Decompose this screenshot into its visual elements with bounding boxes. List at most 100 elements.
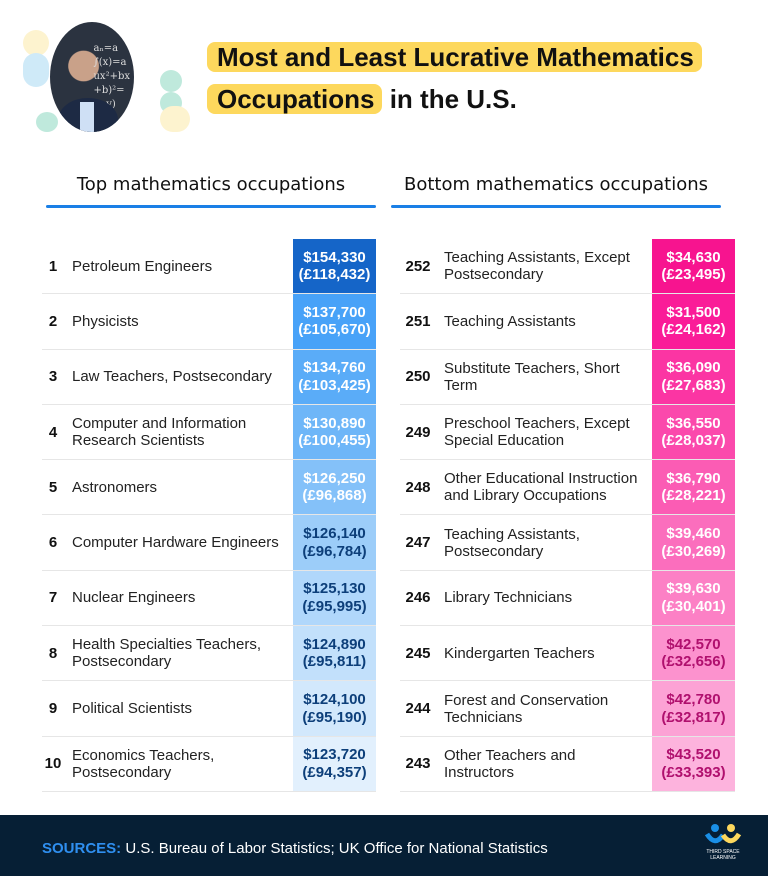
rank: 250 bbox=[405, 368, 431, 386]
salary-cell: $31,500 (£24,162) bbox=[652, 294, 735, 349]
rank: 3 bbox=[48, 368, 58, 386]
salary-gbp: (£94,357) bbox=[302, 763, 367, 781]
salary-usd: $126,140 bbox=[303, 525, 366, 543]
salary-usd: $34,630 bbox=[666, 248, 721, 266]
table-row: 244 Forest and Conservation Technicians … bbox=[400, 681, 735, 737]
salary-gbp: (£95,190) bbox=[302, 708, 367, 726]
salary-cell: $42,570 (£32,656) bbox=[652, 626, 735, 681]
occupation-name: Computer and Information Research Scient… bbox=[72, 415, 247, 450]
salary-cell: $124,100 (£95,190) bbox=[293, 681, 376, 736]
table-row: 10 Economics Teachers, Postsecondary $12… bbox=[42, 736, 376, 792]
rank: 249 bbox=[405, 423, 431, 441]
salary-usd: $36,790 bbox=[666, 469, 721, 487]
salary-usd: $42,780 bbox=[666, 691, 721, 709]
salary-cell: $36,090 (£27,683) bbox=[652, 349, 735, 404]
salary-cell: $39,630 (£30,401) bbox=[652, 570, 735, 626]
salary-usd: $42,570 bbox=[666, 635, 721, 653]
table-row: 8 Health Specialties Teachers, Postsecon… bbox=[42, 626, 376, 682]
salary-gbp: (£100,455) bbox=[298, 432, 371, 450]
salary-usd: $31,500 bbox=[666, 303, 721, 321]
salary-cell: $39,460 (£30,269) bbox=[652, 515, 735, 570]
table-row: 250 Substitute Teachers, Short Term $36,… bbox=[400, 349, 735, 405]
table-row: 7 Nuclear Engineers $125,130 (£95,995) bbox=[42, 570, 376, 627]
occupation-name: Computer Hardware Engineers bbox=[72, 534, 279, 552]
salary-usd: $124,100 bbox=[303, 691, 366, 709]
table-row: 246 Library Technicians $39,630 (£30,401… bbox=[400, 570, 735, 627]
salary-cell: $130,890 (£100,455) bbox=[293, 404, 376, 460]
salary-cell: $134,760 (£103,425) bbox=[293, 349, 376, 404]
table-row: 248 Other Educational Instruction and Li… bbox=[400, 460, 735, 516]
rank: 245 bbox=[405, 644, 431, 662]
top-occupations-table: 1 Petroleum Engineers $154,330 (£118,432… bbox=[42, 239, 376, 792]
rank: 10 bbox=[44, 755, 62, 773]
occupation-name: Teaching Assistants, Postsecondary bbox=[444, 525, 580, 560]
occupation-name: Kindergarten Teachers bbox=[444, 644, 595, 662]
salary-gbp: (£32,656) bbox=[661, 653, 726, 671]
top-heading: Top mathematics occupations bbox=[76, 174, 346, 195]
salary-gbp: (£95,811) bbox=[302, 653, 367, 671]
salary-usd: $137,700 bbox=[303, 303, 366, 321]
salary-cell: $36,550 (£28,037) bbox=[652, 404, 735, 460]
rank: 246 bbox=[405, 589, 431, 607]
sources: SOURCES: U.S. Bureau of Labor Statistics… bbox=[42, 840, 548, 857]
salary-cell: $137,700 (£105,670) bbox=[293, 294, 376, 349]
salary-usd: $130,890 bbox=[303, 414, 366, 432]
table-row: 249 Preschool Teachers, Except Special E… bbox=[400, 404, 735, 461]
table-row: 243 Other Teachers and Instructors $43,5… bbox=[400, 736, 735, 792]
footer: SOURCES: U.S. Bureau of Labor Statistics… bbox=[0, 815, 768, 876]
decor-shape bbox=[23, 30, 49, 56]
occupation-name: Other Educational Instruction and Librar… bbox=[444, 470, 638, 505]
salary-cell: $34,630 (£23,495) bbox=[652, 239, 735, 294]
rank: 247 bbox=[405, 534, 431, 552]
salary-cell: $124,890 (£95,811) bbox=[293, 626, 376, 681]
logo-icon bbox=[704, 824, 742, 844]
page-title-line2: Occupations in the U.S. bbox=[207, 80, 517, 118]
salary-gbp: (£28,037) bbox=[661, 432, 726, 450]
occupation-name: Substitute Teachers, Short Term bbox=[444, 359, 620, 394]
salary-usd: $134,760 bbox=[303, 359, 366, 377]
salary-gbp: (£96,784) bbox=[302, 542, 367, 560]
table-row: 3 Law Teachers, Postsecondary $134,760 (… bbox=[42, 349, 376, 405]
salary-gbp: (£103,425) bbox=[298, 376, 371, 394]
salary-cell: $125,130 (£95,995) bbox=[293, 570, 376, 626]
rank: 252 bbox=[405, 257, 431, 275]
decor-shape bbox=[160, 70, 182, 92]
salary-gbp: (£30,401) bbox=[661, 597, 726, 615]
table-row: 5 Astronomers $126,250 (£96,868) bbox=[42, 460, 376, 516]
rank: 1 bbox=[48, 257, 58, 275]
salary-gbp: (£32,817) bbox=[661, 708, 726, 726]
salary-cell: $42,780 (£32,817) bbox=[652, 681, 735, 736]
salary-usd: $126,250 bbox=[303, 469, 366, 487]
top-underline bbox=[46, 205, 376, 208]
salary-usd: $39,630 bbox=[666, 580, 721, 598]
bottom-heading: Bottom mathematics occupations bbox=[404, 174, 708, 195]
rank: 248 bbox=[405, 478, 431, 496]
rank: 251 bbox=[405, 312, 431, 330]
salary-gbp: (£96,868) bbox=[302, 487, 367, 505]
occupation-name: Health Specialties Teachers, Postseconda… bbox=[72, 636, 261, 671]
rank: 2 bbox=[48, 312, 58, 330]
salary-gbp: (£27,683) bbox=[661, 376, 726, 394]
rank: 6 bbox=[48, 534, 58, 552]
rank: 244 bbox=[405, 700, 431, 718]
rank: 5 bbox=[48, 478, 58, 496]
occupation-name: Petroleum Engineers bbox=[72, 257, 213, 275]
decor-shape bbox=[36, 112, 58, 132]
rank: 8 bbox=[48, 644, 58, 662]
salary-usd: $36,090 bbox=[666, 359, 721, 377]
table-row: 252 Teaching Assistants, Except Postseco… bbox=[400, 239, 735, 295]
table-row: 245 Kindergarten Teachers $42,570 (£32,6… bbox=[400, 626, 735, 682]
salary-usd: $39,460 bbox=[666, 525, 721, 543]
salary-cell: $123,720 (£94,357) bbox=[293, 736, 376, 791]
occupation-name: Teaching Assistants, Except Postsecondar… bbox=[444, 249, 630, 284]
rank: 4 bbox=[48, 423, 58, 441]
occupation-name: Physicists bbox=[72, 312, 139, 330]
table-row: 1 Petroleum Engineers $154,330 (£118,432… bbox=[42, 239, 376, 295]
salary-cell: $36,790 (£28,221) bbox=[652, 460, 735, 515]
salary-usd: $124,890 bbox=[303, 635, 366, 653]
salary-gbp: (£23,495) bbox=[661, 266, 726, 284]
occupation-name: Nuclear Engineers bbox=[72, 589, 196, 607]
decor-shape bbox=[23, 53, 49, 87]
third-space-learning-logo: THIRD SPACE LEARNING bbox=[700, 823, 746, 861]
